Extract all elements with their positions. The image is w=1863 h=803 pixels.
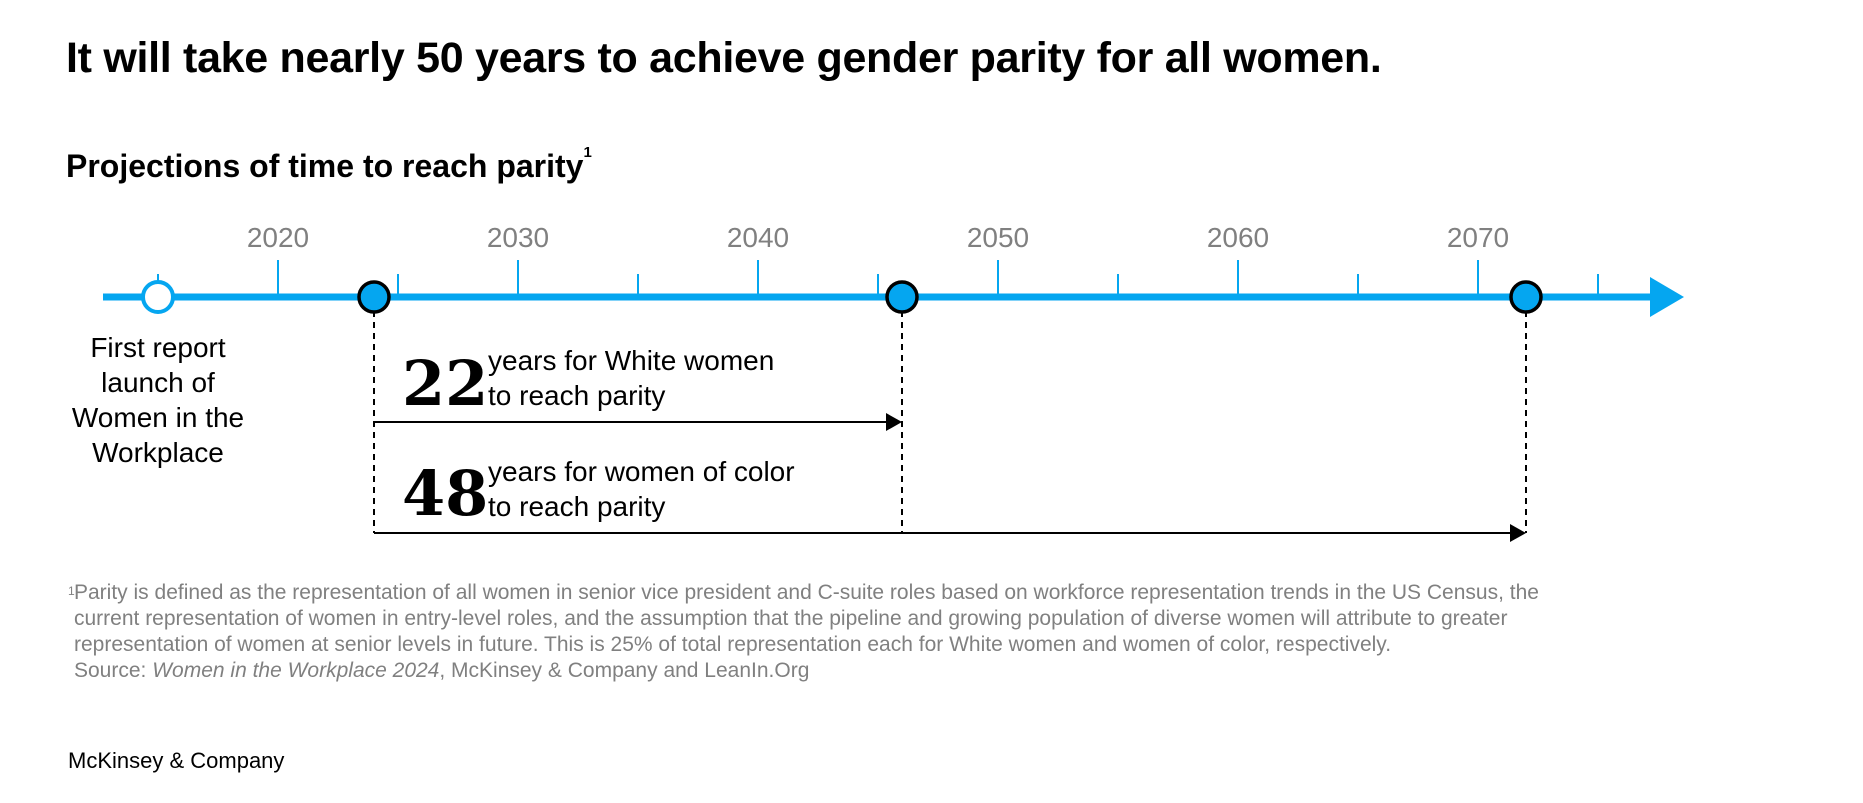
chart-subtitle: Projections of time to reach parity1 bbox=[66, 144, 592, 185]
span-arrowhead-2 bbox=[1510, 524, 1526, 542]
event-marker-2024 bbox=[357, 280, 391, 314]
event-marker-2015 bbox=[141, 280, 175, 314]
subtitle-footnote-marker: 1 bbox=[583, 144, 592, 161]
source-line: Source: Women in the Workplace 2024, McK… bbox=[68, 658, 1688, 684]
span-label-line1-1: years for White women bbox=[488, 345, 774, 376]
tick-label-2020: 2020 bbox=[247, 222, 309, 253]
first-report-label-line-4: Workplace bbox=[92, 437, 224, 468]
source-suffix: , McKinsey & Company and LeanIn.Org bbox=[439, 659, 810, 682]
span-label-line1-2: years for women of color bbox=[488, 456, 795, 487]
first-report-label: First report launch of Women in the Workpla… bbox=[72, 332, 244, 468]
source-prefix: Source: bbox=[74, 659, 153, 682]
span-years-2: 48 bbox=[402, 457, 488, 530]
timeline-chart: 2020 2030 2040 2050 2060 2070 First report laun… bbox=[72, 222, 1684, 542]
first-report-label-line-2: launch of bbox=[101, 367, 215, 398]
event-marker-2072 bbox=[1509, 280, 1543, 314]
tick-label-2040: 2040 bbox=[727, 222, 789, 253]
footnote-marker: 1 bbox=[68, 584, 75, 598]
footnote-line-3: representation of women at senior levels… bbox=[74, 633, 1392, 656]
first-report-label-line-3: Women in the bbox=[72, 402, 244, 433]
footnote: 1 Parity is defined as the representatio… bbox=[68, 580, 1688, 684]
tick-label-2060: 2060 bbox=[1207, 222, 1269, 253]
source-title: Women in the Workplace 2024 bbox=[152, 659, 440, 682]
brand-logo-text: McKinsey & Company bbox=[68, 748, 285, 773]
footnote-line-1: Parity is defined as the representation … bbox=[74, 581, 1539, 604]
span-label-line2-2: to reach parity bbox=[488, 491, 665, 522]
tick-label-2050: 2050 bbox=[967, 222, 1029, 253]
timeline-arrowhead bbox=[1650, 277, 1684, 317]
chart-title: It will take nearly 50 years to achieve … bbox=[66, 34, 1382, 82]
span-arrowhead-1 bbox=[886, 413, 902, 431]
span-years-1: 22 bbox=[402, 347, 488, 420]
subtitle-text: Projections of time to reach parity bbox=[66, 148, 584, 184]
first-report-label-line-1: First report bbox=[90, 332, 226, 363]
footnote-line-2: current representation of women in entry… bbox=[74, 607, 1508, 630]
event-marker-2046 bbox=[885, 280, 919, 314]
tick-label-2030: 2030 bbox=[487, 222, 549, 253]
tick-label-2070: 2070 bbox=[1447, 222, 1509, 253]
span-label-line2-1: to reach parity bbox=[488, 380, 665, 411]
